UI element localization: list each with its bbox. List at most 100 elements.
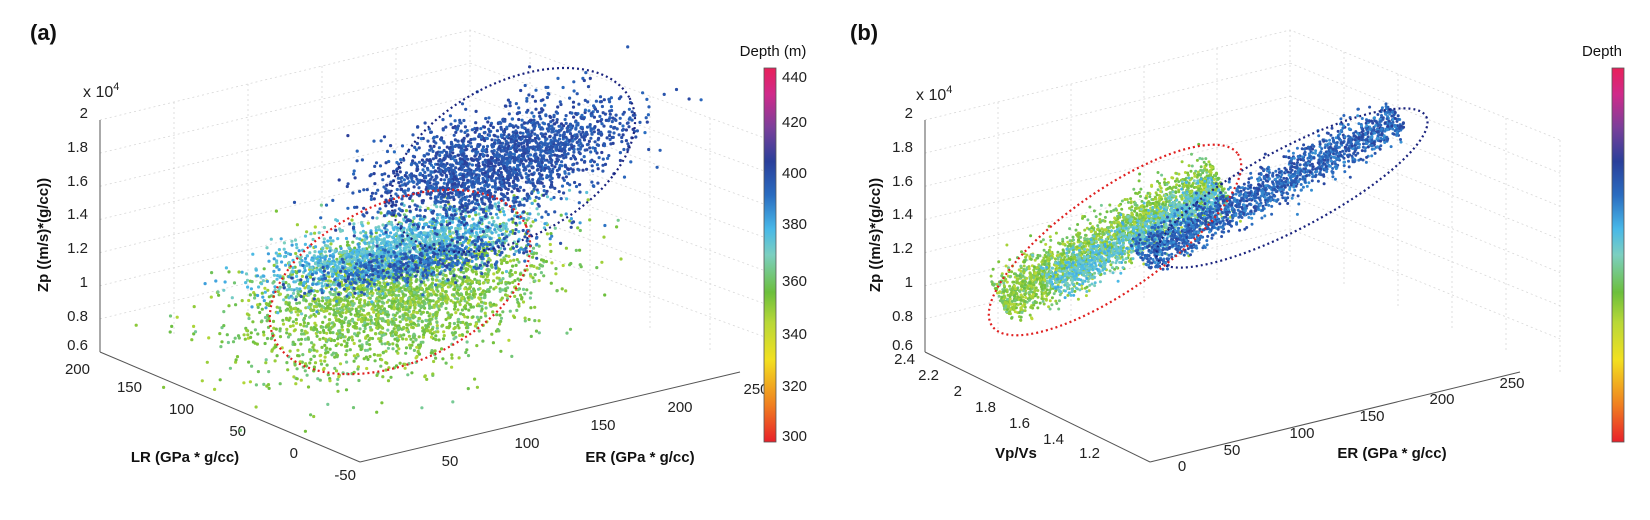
scatter-point (312, 254, 316, 258)
scatter-point (329, 292, 333, 296)
scatter-point (425, 329, 429, 333)
scatter-point (412, 322, 417, 326)
scatter-point (454, 311, 458, 315)
scatter-point (446, 316, 450, 320)
scatter-point (474, 257, 478, 261)
scatter-point (297, 301, 302, 305)
scatter-point (449, 225, 454, 230)
scatter-point (578, 228, 582, 233)
scatter-point (537, 279, 541, 283)
scatter-point (237, 270, 241, 274)
scatter-point (380, 259, 384, 263)
scatter-point (425, 253, 429, 257)
scatter-point (534, 236, 539, 240)
scatter-point (441, 277, 445, 281)
scatter-point (355, 262, 359, 266)
scatter-point (510, 264, 515, 268)
scatter-point (391, 342, 395, 346)
scatter-point (368, 354, 372, 359)
scatter-point (320, 307, 324, 311)
scatter-point (508, 104, 512, 108)
scatter-point (216, 290, 220, 294)
z-tick-label: 0.6 (67, 337, 88, 354)
scatter-point (332, 308, 336, 312)
scatter-point (420, 319, 424, 323)
scatter-point (508, 281, 512, 285)
scatter-point (192, 332, 196, 336)
scatter-point (506, 286, 510, 290)
scatter-point (370, 321, 374, 325)
scatter-point (315, 349, 319, 353)
grid-line (469, 62, 771, 174)
scatter-point (333, 288, 337, 292)
scatter-point (449, 299, 453, 303)
scatter-point (426, 293, 430, 297)
scatter-point (511, 246, 515, 250)
scatter-point (274, 209, 278, 213)
scatter-point (568, 327, 573, 331)
scatter-point (439, 297, 443, 301)
y-tick-label: 50 (229, 423, 246, 440)
scatter-point (242, 333, 246, 337)
scatter-point (321, 320, 325, 324)
scatter-point (384, 349, 388, 353)
scatter-point (369, 318, 373, 322)
scatter-point (366, 284, 370, 288)
scatter-point (392, 228, 396, 232)
scatter-point (233, 336, 237, 340)
scatter-point (381, 254, 386, 258)
scatter-point (262, 274, 266, 278)
scatter-point (347, 259, 352, 263)
scatter-point (467, 286, 472, 291)
scatter-point (452, 307, 457, 311)
scatter-point (253, 341, 257, 345)
scatter-point (297, 269, 301, 273)
scatter-point (362, 214, 366, 218)
scatter-point (432, 359, 436, 364)
scatter-point (240, 299, 244, 303)
scatter-point (323, 359, 327, 363)
scatter-point (600, 260, 604, 264)
scatter-point (328, 379, 332, 383)
scatter-point (490, 223, 494, 227)
scatter-point (477, 318, 481, 322)
scatter-point (523, 292, 527, 296)
scatter-point (549, 281, 553, 285)
scatter-point (500, 261, 504, 266)
scatter-point (529, 274, 533, 278)
scatter-point (378, 281, 382, 285)
scatter-point (362, 275, 366, 279)
scatter-point (385, 235, 389, 239)
scatter-point (351, 273, 355, 277)
scatter-point (614, 113, 618, 117)
scatter-point (601, 169, 605, 173)
scatter-point (282, 286, 286, 290)
scatter-point (377, 238, 381, 242)
scatter-point (441, 323, 445, 327)
scatter-point (529, 291, 533, 295)
scatter-point (358, 298, 362, 303)
scatter-point (466, 354, 471, 358)
scatter-point (425, 297, 429, 301)
scatter-point (375, 297, 379, 301)
scatter-point (383, 265, 387, 269)
scatter-point (450, 238, 454, 242)
scatter-point (520, 176, 524, 180)
scatter-point (363, 238, 367, 242)
scatter-point (464, 326, 469, 330)
scatter-point (315, 302, 319, 306)
scatter-point (310, 272, 314, 277)
scatter-point (427, 267, 431, 271)
scatter-point (370, 328, 374, 332)
scatter-point (361, 229, 365, 233)
scatter-point (282, 241, 286, 245)
scatter-point (554, 272, 558, 276)
scatter-point (341, 260, 346, 264)
scatter-point (423, 302, 427, 306)
scatter-point (377, 287, 381, 291)
scatter-point (339, 246, 343, 251)
scatter-point (416, 349, 420, 353)
scatter-point (346, 328, 350, 332)
scatter-point (494, 329, 499, 333)
scatter-point (368, 296, 372, 300)
